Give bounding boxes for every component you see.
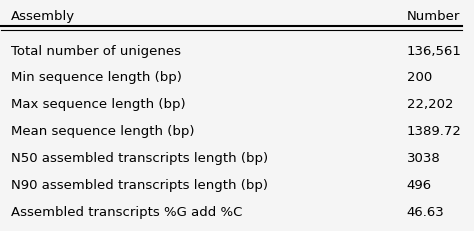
Text: 496: 496	[407, 179, 432, 192]
Text: 200: 200	[407, 71, 432, 84]
Text: Min sequence length (bp): Min sequence length (bp)	[10, 71, 182, 84]
Text: Number: Number	[407, 10, 460, 23]
Text: Max sequence length (bp): Max sequence length (bp)	[10, 98, 185, 111]
Text: Mean sequence length (bp): Mean sequence length (bp)	[10, 125, 194, 138]
Text: 46.63: 46.63	[407, 206, 444, 219]
Text: N50 assembled transcripts length (bp): N50 assembled transcripts length (bp)	[10, 152, 268, 165]
Text: Assembled transcripts %G add %C: Assembled transcripts %G add %C	[10, 206, 242, 219]
Text: 22,202: 22,202	[407, 98, 453, 111]
Text: 136,561: 136,561	[407, 45, 462, 58]
Text: 3038: 3038	[407, 152, 440, 165]
Text: Total number of unigenes: Total number of unigenes	[10, 45, 181, 58]
Text: N90 assembled transcripts length (bp): N90 assembled transcripts length (bp)	[10, 179, 268, 192]
Text: 1389.72: 1389.72	[407, 125, 462, 138]
Text: Assembly: Assembly	[10, 10, 75, 23]
